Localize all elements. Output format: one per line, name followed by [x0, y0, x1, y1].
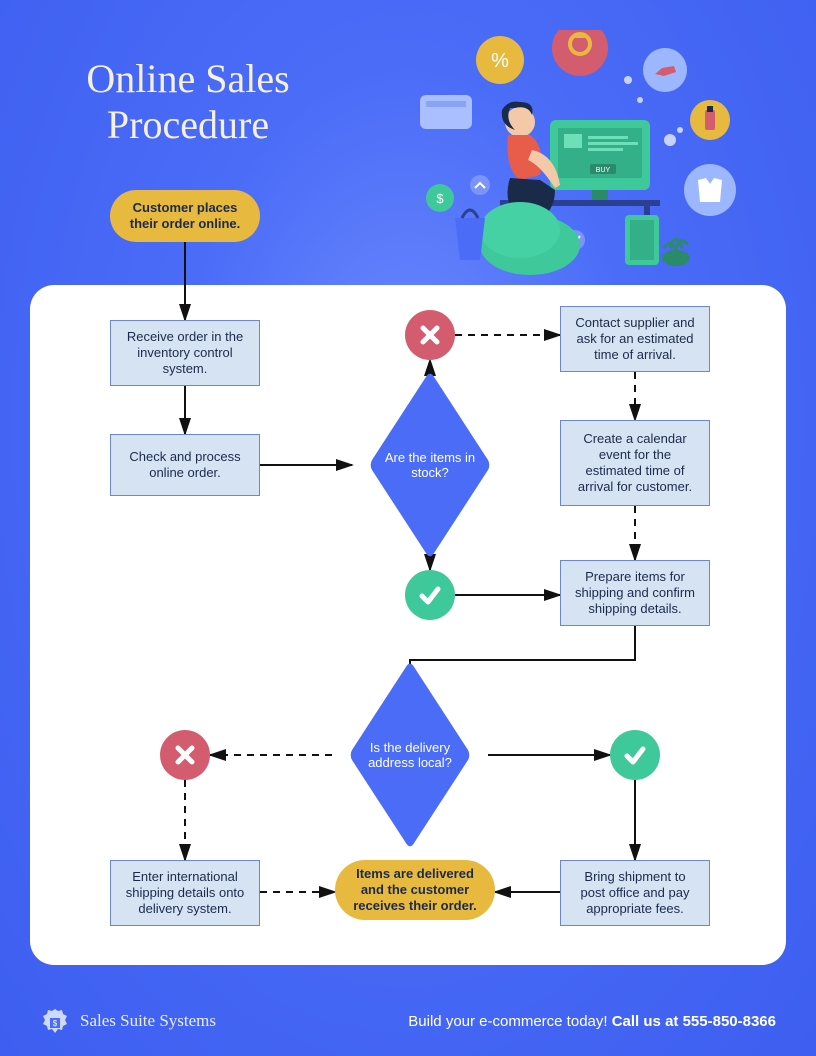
footer: $ Sales Suite Systems Build your e-comme…: [0, 986, 816, 1056]
footer-cta-phone: Call us at 555-850-8366: [612, 1013, 776, 1030]
yes-icon: [610, 730, 660, 780]
process-calendar: Create a calendar event for the estimate…: [560, 420, 710, 506]
decision-label: Is the delivery address local?: [345, 740, 475, 770]
process-post: Bring shipment to post office and pay ap…: [560, 860, 710, 926]
svg-text:$: $: [53, 1019, 58, 1028]
svg-text:BUY: BUY: [596, 167, 611, 174]
process-contact: Contact supplier and ask for an estimate…: [560, 306, 710, 372]
footer-cta: Build your e-commerce today! Call us at …: [408, 1013, 776, 1030]
svg-text:%: %: [491, 50, 509, 72]
decision-d2: Is the delivery address local?: [320, 700, 500, 810]
process-check: Check and process online order.: [110, 434, 260, 496]
decision-label: Are the items in stock?: [365, 450, 495, 480]
hero-illustration: % $ BUY: [380, 30, 780, 290]
footer-brand: $ Sales Suite Systems: [40, 1006, 216, 1036]
page-title: Online Sales Procedure: [58, 56, 318, 148]
process-prepare: Prepare items for shipping and confirm s…: [560, 560, 710, 626]
decision-d1: Are the items in stock?: [340, 410, 520, 520]
no-icon: [160, 730, 210, 780]
process-intl: Enter international shipping details ont…: [110, 860, 260, 926]
terminator-end: Items are delivered and the customer rec…: [335, 860, 495, 920]
footer-cta-text: Build your e-commerce today!: [408, 1013, 611, 1030]
footer-brand-text: Sales Suite Systems: [80, 1011, 216, 1031]
process-receive: Receive order in the inventory control s…: [110, 320, 260, 386]
terminator-start: Customer places their order online.: [110, 190, 260, 242]
no-icon: [405, 310, 455, 360]
yes-icon: [405, 570, 455, 620]
svg-text:$: $: [436, 191, 444, 206]
gear-icon: $: [40, 1006, 70, 1036]
